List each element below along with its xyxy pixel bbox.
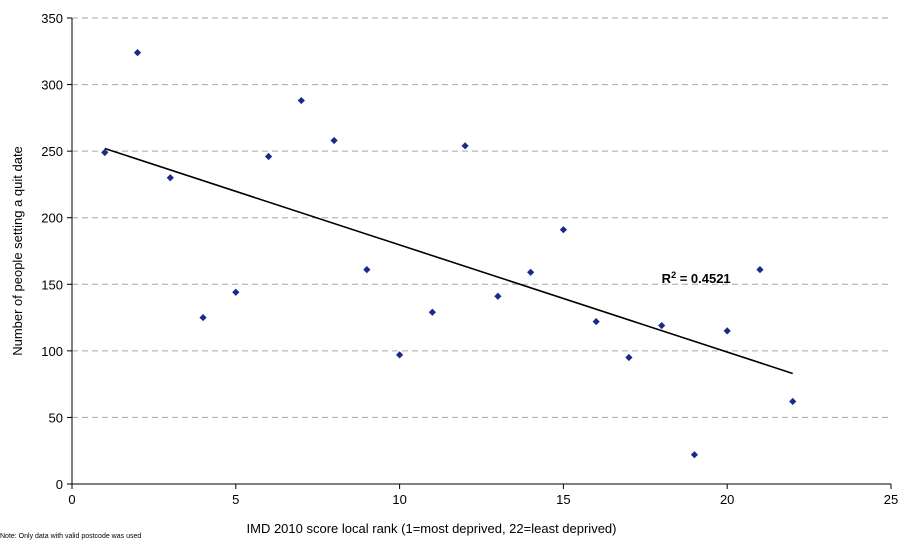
data-point (559, 226, 567, 234)
data-point (199, 313, 207, 322)
y-tick-label: 100 (41, 344, 63, 359)
x-tick-label: 5 (232, 492, 239, 507)
data-point (264, 152, 273, 161)
y-tick-label: 150 (41, 277, 63, 292)
data-point (428, 308, 436, 316)
data-point (396, 351, 404, 359)
trendline (104, 147, 793, 375)
y-axis-ticks: 0 50 100 150 200 250 300 350 (41, 11, 72, 492)
y-axis-label: Number of people setting a quit date (10, 146, 25, 356)
data-point (723, 327, 731, 335)
y-tick-label: 200 (41, 211, 63, 226)
y-tick-label: 0 (56, 477, 63, 492)
x-tick-label: 10 (392, 492, 406, 507)
r-squared-label: R2 = 0.4521 (662, 270, 731, 286)
footnote: Note: Only data with valid postcode was … (0, 533, 142, 540)
x-tick-label: 0 (68, 492, 75, 507)
data-point (133, 49, 142, 57)
data-point (297, 96, 305, 105)
data-point (690, 451, 699, 459)
x-tick-label: 20 (720, 492, 734, 507)
y-tick-label: 300 (41, 78, 63, 93)
y-tick-label: 50 (49, 410, 63, 425)
x-axis-ticks: 0 5 10 15 20 25 (68, 484, 898, 507)
data-point (789, 397, 797, 406)
data-point (494, 292, 502, 300)
data-point (363, 266, 371, 274)
data-point (461, 142, 469, 150)
axes (71, 18, 891, 485)
y-tick-label: 350 (41, 11, 63, 26)
data-point (625, 353, 633, 362)
x-tick-label: 15 (556, 492, 570, 507)
data-point (592, 317, 600, 326)
data-point (330, 136, 338, 145)
x-axis-label: IMD 2010 score local rank (1=most depriv… (247, 521, 617, 536)
y-tick-label: 250 (41, 144, 63, 159)
data-point (232, 288, 240, 296)
data-point (101, 148, 109, 157)
trendline-group (104, 147, 793, 375)
gridlines (72, 17, 891, 418)
data-point (527, 268, 535, 276)
x-tick-label: 25 (884, 492, 898, 507)
data-point (166, 174, 174, 182)
data-point (756, 266, 764, 274)
data-points (101, 49, 797, 459)
data-point (658, 321, 666, 330)
